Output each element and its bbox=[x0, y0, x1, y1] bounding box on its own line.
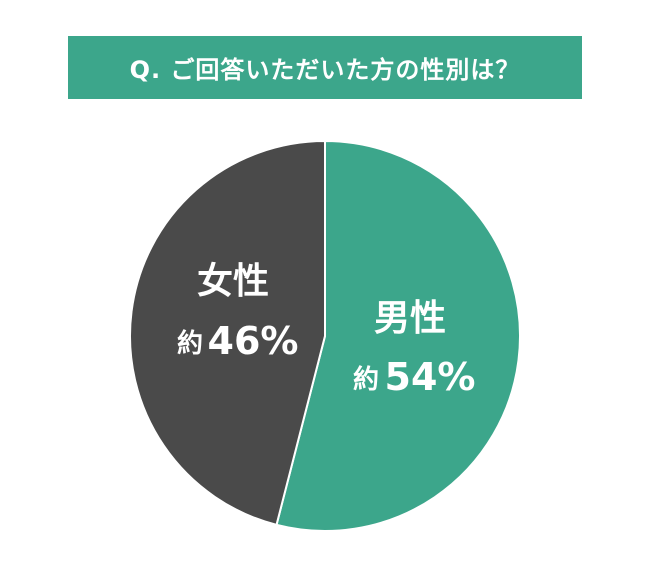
pie-slice-female bbox=[129, 139, 326, 527]
slice-name: 男性 bbox=[374, 298, 446, 339]
slice-percent: 46% bbox=[208, 319, 299, 363]
slice-percent: 54% bbox=[385, 355, 476, 399]
slice-approx: 約 bbox=[353, 364, 379, 395]
slice-approx: 約 bbox=[177, 328, 203, 359]
pie-slice-male bbox=[275, 139, 521, 532]
slice-label-female: 女性 約 46% bbox=[177, 261, 298, 363]
chart-title-banner: Q. ご回答いただいた方の性別は？ bbox=[68, 36, 582, 99]
slice-label-male: 男性 約 54% bbox=[353, 298, 475, 399]
chart-title: Q. ご回答いただいた方の性別は？ bbox=[129, 56, 521, 84]
slice-name: 女性 bbox=[197, 261, 269, 302]
